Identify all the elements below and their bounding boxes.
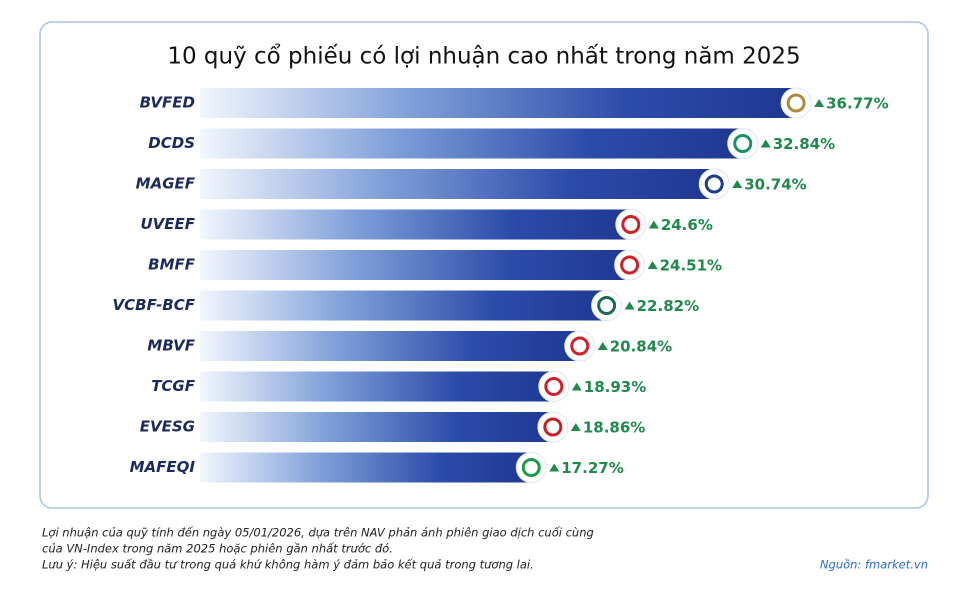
fund-logo bbox=[515, 452, 547, 483]
category-label: VCBF-BCF bbox=[113, 296, 196, 314]
category-label: MAGEF bbox=[136, 175, 196, 193]
fund-logo bbox=[727, 128, 759, 159]
up-arrow bbox=[760, 139, 771, 148]
fund-logo-mark bbox=[544, 377, 564, 396]
note: của VN-Index trong năm 2025 hoặc phiên g… bbox=[42, 542, 393, 556]
bar bbox=[200, 371, 566, 402]
up-arrow bbox=[814, 99, 825, 107]
fund-logo bbox=[538, 371, 570, 402]
category-label: TCGF bbox=[151, 377, 196, 395]
up-arrow bbox=[597, 342, 608, 350]
value-label: 22.82% bbox=[637, 297, 699, 315]
value-label: 18.93% bbox=[584, 378, 646, 396]
fund-logo-mark bbox=[620, 255, 640, 275]
fund-logo-mark bbox=[733, 134, 753, 153]
category-label: DCDS bbox=[148, 134, 195, 152]
fund-logo bbox=[537, 411, 569, 443]
value-label: 17.27% bbox=[561, 459, 623, 477]
category-label: EVESG bbox=[140, 418, 195, 436]
fund-logo-mark bbox=[621, 215, 641, 234]
value-label: 24.6% bbox=[661, 216, 713, 234]
up-arrow bbox=[571, 382, 582, 391]
value-label: 30.74% bbox=[744, 176, 806, 194]
fund-logo bbox=[615, 209, 647, 240]
source: Nguồn: fmarket.vn bbox=[820, 558, 928, 572]
up-arrow bbox=[732, 180, 743, 188]
note: Lưu ý: Hiệu suất đầu tư trong quá khứ kh… bbox=[42, 558, 534, 572]
up-arrow bbox=[570, 423, 581, 431]
up-arrow bbox=[624, 301, 635, 310]
value-label: 36.77% bbox=[826, 95, 888, 113]
value-label: 24.51% bbox=[660, 257, 722, 275]
bar bbox=[200, 250, 642, 280]
bar bbox=[200, 128, 755, 159]
bar bbox=[200, 412, 565, 442]
fund-logo bbox=[698, 168, 730, 200]
bar bbox=[200, 452, 544, 483]
fund-logo-mark bbox=[786, 93, 806, 113]
up-arrow bbox=[647, 261, 658, 269]
category-label: MAFEQI bbox=[130, 458, 196, 476]
category-label: UVEEF bbox=[140, 215, 195, 233]
fund-logo bbox=[564, 330, 596, 362]
fund-logo bbox=[591, 290, 623, 321]
bar bbox=[200, 331, 592, 361]
bar bbox=[200, 290, 619, 321]
fund-logo bbox=[780, 87, 812, 119]
value-label: 20.84% bbox=[610, 338, 672, 356]
chart-title: 10 quỹ cổ phiếu có lợi nhuận cao nhất tr… bbox=[167, 44, 800, 70]
category-label: BVFED bbox=[140, 94, 195, 112]
category-label: MBVF bbox=[147, 337, 195, 355]
fund-logo-mark bbox=[704, 174, 724, 194]
bar bbox=[200, 209, 643, 240]
value-label: 32.84% bbox=[773, 135, 835, 153]
category-label: BMFF bbox=[148, 256, 196, 274]
fund-logo-mark bbox=[597, 296, 617, 315]
bar bbox=[200, 169, 727, 199]
fund-logo-mark bbox=[543, 417, 563, 437]
up-arrow bbox=[648, 220, 659, 229]
up-arrow bbox=[549, 463, 560, 472]
bar bbox=[200, 88, 809, 118]
fund-logo bbox=[614, 249, 646, 281]
fund-logo-mark bbox=[521, 458, 541, 477]
value-label: 18.86% bbox=[583, 419, 645, 437]
fund-logo-mark bbox=[570, 336, 590, 356]
note: Lợi nhuận của quỹ tính đến ngày 05/01/20… bbox=[42, 526, 594, 540]
